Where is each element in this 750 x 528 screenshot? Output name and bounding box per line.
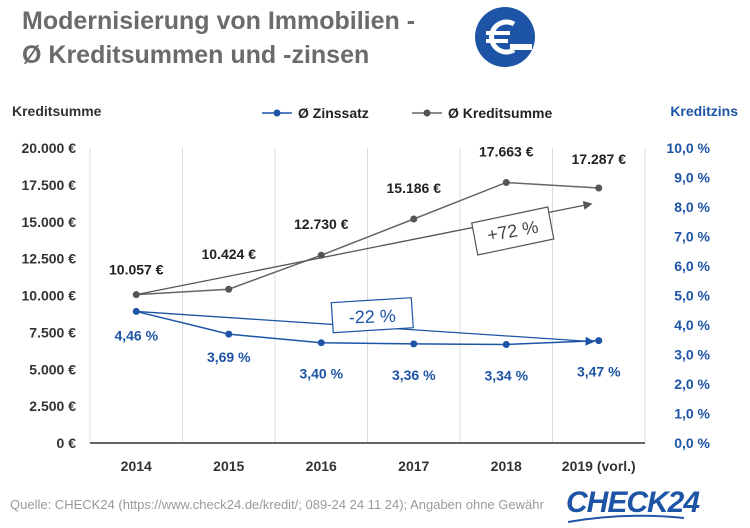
y-left-tick-label: 17.500 € bbox=[22, 177, 77, 193]
legend: Ø Zinssatz Ø Kreditsumme bbox=[262, 105, 552, 121]
x-tick-label: 2014 bbox=[121, 458, 152, 474]
y-left-tick-label: 15.000 € bbox=[22, 214, 77, 230]
data-point bbox=[502, 178, 510, 186]
data-label-zins: 3,36 % bbox=[392, 367, 436, 383]
data-point bbox=[410, 340, 418, 348]
legend-item-zinssatz: Ø Zinssatz bbox=[298, 105, 369, 121]
series-lines bbox=[136, 181, 599, 346]
data-points bbox=[132, 178, 603, 348]
y-left-tick-label: 0 € bbox=[57, 435, 77, 451]
data-label-kredit: 17.287 € bbox=[572, 151, 627, 167]
data-label-zins: 3,34 % bbox=[484, 367, 528, 383]
brand-logo: CHECK24 bbox=[566, 486, 700, 519]
x-tick-label: 2016 bbox=[306, 458, 337, 474]
y-left-tick-label: 7.500 € bbox=[29, 324, 76, 340]
data-point bbox=[132, 307, 140, 315]
axes: 2014 2015 2016 2017 2018 2019 (vorl.) 0 € 2.500… bbox=[12, 103, 738, 474]
grid bbox=[89, 148, 646, 443]
data-label-kredit: 10.057 € bbox=[109, 262, 164, 278]
y-right-tick-label: 1,0 % bbox=[674, 406, 710, 422]
data-label-kredit: 15.186 € bbox=[387, 180, 442, 196]
y-right-axis-title: Kreditzins bbox=[670, 103, 738, 119]
y-right-tick-label: 9,0 % bbox=[674, 170, 710, 186]
data-point bbox=[595, 337, 603, 345]
legend-swatch-marker bbox=[273, 109, 281, 117]
legend-item-kreditsumme: Ø Kreditsumme bbox=[448, 105, 552, 121]
data-label-zins: 3,40 % bbox=[299, 366, 343, 382]
data-label-kredit: 10.424 € bbox=[202, 246, 257, 262]
x-tick-label: 2018 bbox=[491, 458, 522, 474]
data-point bbox=[502, 340, 510, 348]
series-line bbox=[136, 310, 599, 346]
page-title: Modernisierung von Immobilien - Ø Kredit… bbox=[22, 4, 415, 72]
data-point bbox=[225, 285, 233, 293]
x-tick-label: 2017 bbox=[398, 458, 429, 474]
brand-swoosh bbox=[567, 514, 685, 523]
data-point bbox=[317, 339, 325, 347]
y-right-tick-label: 7,0 % bbox=[674, 229, 710, 245]
data-point bbox=[595, 184, 603, 192]
y-right-tick-label: 10,0 % bbox=[666, 140, 710, 156]
y-left-tick-label: 12.500 € bbox=[22, 251, 77, 267]
source-note: Quelle: CHECK24 (https://www.check24.de/… bbox=[10, 497, 544, 512]
y-right-tick-label: 2,0 % bbox=[674, 376, 710, 392]
y-left-tick-label: 5.000 € bbox=[29, 361, 76, 377]
y-left-tick-label: 10.000 € bbox=[22, 288, 77, 304]
annotation-box bbox=[330, 297, 414, 334]
data-label-zins: 4,46 % bbox=[114, 327, 158, 343]
y-left-axis-title: Kreditsumme bbox=[12, 103, 102, 119]
trend-arrows: +72 %-22 % bbox=[136, 200, 595, 346]
data-point bbox=[225, 330, 233, 338]
legend-swatch-marker bbox=[423, 109, 431, 117]
euro-icon bbox=[475, 7, 535, 67]
y-right-tick-label: 0,0 % bbox=[674, 435, 710, 451]
title-line-2: Ø Kreditsummen und -zinsen bbox=[22, 41, 370, 69]
series-line bbox=[136, 181, 599, 296]
data-labels: 10.057 € 10.424 € 12.730 € 15.186 € 17.663 €… bbox=[109, 143, 626, 383]
data-label-zins: 3,69 % bbox=[207, 349, 251, 365]
data-point bbox=[410, 215, 418, 223]
y-left-tick-label: 2.500 € bbox=[29, 398, 76, 414]
title-line-1: Modernisierung von Immobilien - bbox=[22, 7, 416, 35]
data-label-kredit: 12.730 € bbox=[294, 216, 349, 232]
data-label-kredit: 17.663 € bbox=[479, 143, 534, 159]
annotation-zins: -22 % bbox=[348, 306, 396, 328]
data-point bbox=[132, 291, 140, 299]
y-right-tick-label: 4,0 % bbox=[674, 317, 710, 333]
y-right-tick-label: 3,0 % bbox=[674, 347, 710, 363]
y-left-tick-label: 20.000 € bbox=[22, 140, 77, 156]
data-label-zins: 3,47 % bbox=[577, 364, 621, 380]
y-right-tick-label: 8,0 % bbox=[674, 199, 710, 215]
data-point bbox=[317, 251, 325, 259]
y-right-tick-label: 5,0 % bbox=[674, 288, 710, 304]
y-right-tick-label: 6,0 % bbox=[674, 258, 710, 274]
x-tick-label: 2019 (vorl.) bbox=[562, 458, 636, 474]
annotation-box bbox=[471, 206, 555, 256]
x-tick-label: 2015 bbox=[213, 458, 244, 474]
